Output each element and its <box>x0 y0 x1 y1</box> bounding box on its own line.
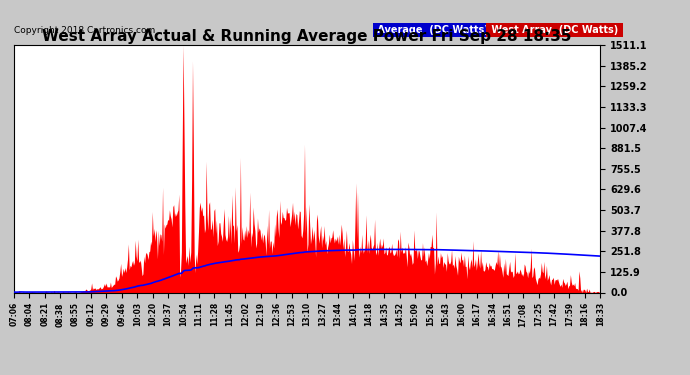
Text: West Array  (DC Watts): West Array (DC Watts) <box>488 25 621 35</box>
Text: Copyright 2018 Cartronics.com: Copyright 2018 Cartronics.com <box>14 26 155 35</box>
Title: West Array Actual & Running Average Power Fri Sep 28 18:35: West Array Actual & Running Average Powe… <box>42 29 572 44</box>
Text: Average  (DC Watts): Average (DC Watts) <box>375 25 493 35</box>
